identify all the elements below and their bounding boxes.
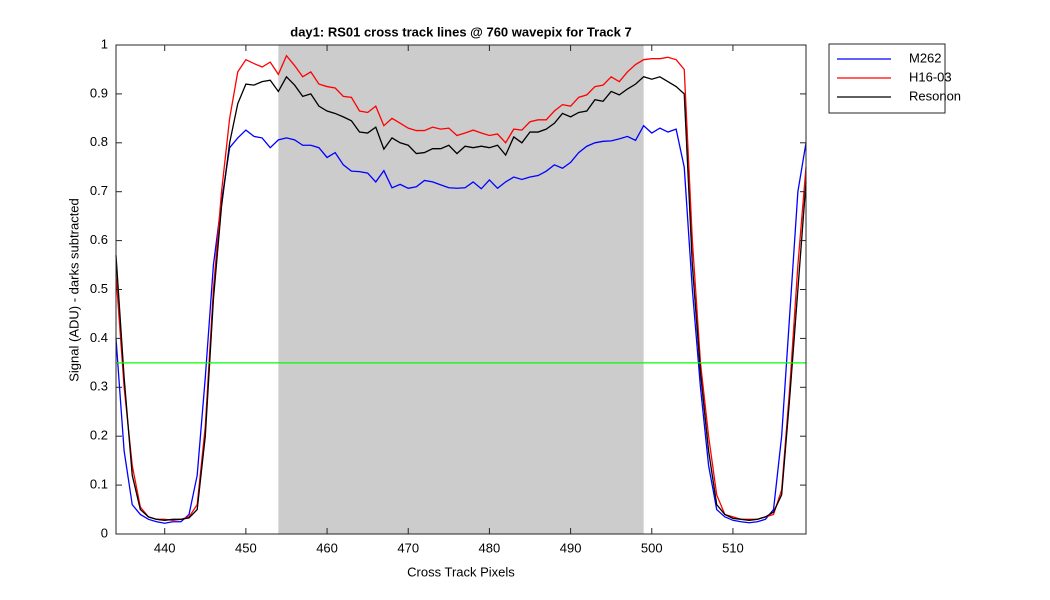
shaded-region	[278, 45, 644, 534]
x-tick-label: 440	[154, 540, 176, 555]
x-tick-label: 500	[641, 540, 663, 555]
y-axis-label: Signal (ADU) - darks subtracted	[66, 198, 81, 382]
y-tick-label: 0.9	[90, 85, 108, 100]
y-tick-label: 0	[101, 525, 108, 540]
y-tick-label: 0.4	[90, 330, 108, 345]
x-tick-label: 460	[316, 540, 338, 555]
legend-label: Resonon	[909, 88, 961, 103]
legend-label: H16-03	[909, 69, 952, 84]
x-axis-label: Cross Track Pixels	[407, 564, 515, 579]
y-tick-label: 0.7	[90, 183, 108, 198]
x-tick-label: 490	[560, 540, 582, 555]
series-line	[115, 54, 807, 521]
y-tick-label: 0.2	[90, 428, 108, 443]
chart-title: day1: RS01 cross track lines @ 760 wavep…	[290, 24, 631, 39]
y-tick-label: 0.8	[90, 134, 108, 149]
y-tick-label: 0.6	[90, 232, 108, 247]
y-tick-label: 0.5	[90, 281, 108, 296]
series-line	[115, 124, 807, 524]
y-tick-label: 0.1	[90, 477, 108, 492]
x-tick-label: 510	[722, 540, 744, 555]
x-tick-label: 470	[397, 540, 419, 555]
series-line	[115, 75, 807, 521]
y-tick-label: 0.3	[90, 379, 108, 394]
x-tick-label: 450	[235, 540, 257, 555]
legend-label: M262	[909, 50, 942, 65]
y-tick-label: 1	[101, 36, 108, 51]
x-tick-label: 480	[479, 540, 501, 555]
